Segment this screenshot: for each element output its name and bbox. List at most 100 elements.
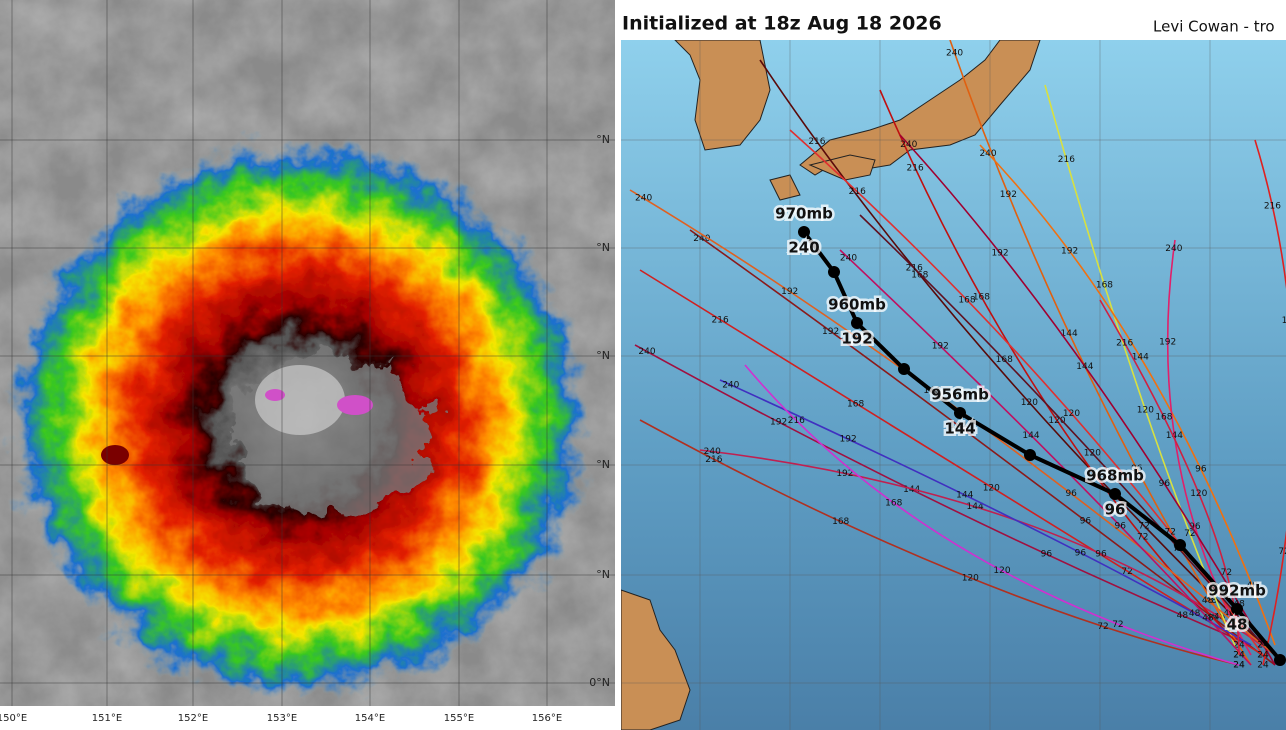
hour-label: 144 xyxy=(944,420,975,438)
hour-label: 24 xyxy=(1257,651,1269,661)
hour-label: 216 xyxy=(1264,202,1281,212)
lon-label: 150°E xyxy=(0,713,27,724)
hour-label: 240 xyxy=(722,380,739,390)
hour-label: 48 xyxy=(1227,616,1248,634)
hour-label: 192 xyxy=(932,342,949,352)
hour-label: 192 xyxy=(836,469,853,479)
hour-label: 120 xyxy=(1190,489,1207,499)
hour-label: 48 xyxy=(1202,614,1214,624)
lat-label: °N xyxy=(596,458,610,471)
lat-label: °N xyxy=(596,133,610,146)
hour-label: 48 xyxy=(1223,609,1235,619)
hour-label: 96 xyxy=(1195,465,1207,475)
lon-label: 151°E xyxy=(92,713,122,724)
hour-label: 72 xyxy=(1121,567,1132,577)
pressure-label: 970mb xyxy=(775,205,833,223)
hour-label: 216 xyxy=(906,264,923,274)
hour-label: 96 xyxy=(1065,489,1077,499)
hour-label: 192 xyxy=(840,435,857,445)
hour-label: 120 xyxy=(1137,405,1154,415)
member-track xyxy=(639,419,1240,666)
pressure-label: 960mb xyxy=(828,296,886,314)
track-dot xyxy=(1174,539,1186,551)
hour-label: 24 xyxy=(1233,661,1245,671)
hour-label: 192 xyxy=(770,418,787,428)
pressure-label: 956mb xyxy=(931,386,989,404)
hour-label: 240 xyxy=(693,234,710,244)
hour-label: 240 xyxy=(946,49,963,59)
hour-label: 48 xyxy=(1202,596,1214,606)
track-dot xyxy=(1109,488,1121,500)
hour-label: 96 xyxy=(1075,548,1087,558)
hour-label: 96 xyxy=(1095,549,1107,559)
member-track xyxy=(689,229,1276,666)
hour-label: 192 xyxy=(1061,247,1078,257)
hour-label: 24 xyxy=(1233,661,1245,671)
hour-label: 168 xyxy=(1282,316,1286,326)
hour-label: 168 xyxy=(832,517,849,527)
hour-label: 240 xyxy=(638,347,655,357)
track-dot xyxy=(898,363,910,375)
hour-label: 168 xyxy=(847,400,864,410)
hour-label: 48 xyxy=(1247,581,1259,591)
lat-label: °N xyxy=(596,568,610,581)
hour-label: 72 xyxy=(1165,527,1176,537)
satellite-panel xyxy=(0,0,615,730)
hour-label: 192 xyxy=(781,287,798,297)
hour-label: 144 xyxy=(1166,431,1183,441)
hour-label: 48 xyxy=(1189,609,1201,619)
lon-label: 155°E xyxy=(444,713,474,724)
hour-label: 240 xyxy=(1165,244,1182,254)
hour-label: 240 xyxy=(635,194,652,204)
member-track xyxy=(634,344,1252,646)
hour-label: 168 xyxy=(885,498,902,508)
member-track xyxy=(859,214,1264,646)
hour-label: 216 xyxy=(1058,155,1075,165)
hour-label: 144 xyxy=(1076,362,1093,372)
map-title: Initialized at 18z Aug 18 2026 xyxy=(622,13,942,35)
lon-label: 153°E xyxy=(267,713,297,724)
hour-label: 24 xyxy=(1257,651,1269,661)
hour-label: 216 xyxy=(1116,339,1133,349)
hour-label: 240 xyxy=(840,254,857,264)
member-track xyxy=(899,134,1276,666)
hour-label: 216 xyxy=(712,315,729,325)
lat-label: °N xyxy=(596,241,610,254)
hour-label: 168 xyxy=(1155,413,1172,423)
hour-label: 216 xyxy=(808,137,825,147)
hour-label: 72 xyxy=(1097,622,1108,632)
hour-label: 24 xyxy=(1257,641,1269,651)
track-dot xyxy=(798,226,810,238)
hour-label: 216 xyxy=(705,455,722,465)
member-track xyxy=(1166,239,1252,656)
hour-label: 96 xyxy=(1189,522,1201,532)
hour-label: 216 xyxy=(788,416,805,426)
hour-label: 24 xyxy=(1233,651,1245,661)
member-track xyxy=(1254,139,1286,666)
hour-label: 72 xyxy=(1137,532,1148,542)
member-track xyxy=(839,249,1252,666)
member-track xyxy=(719,379,1252,646)
hour-label: 144 xyxy=(956,490,973,500)
hour-label: 120 xyxy=(1048,416,1065,426)
hour-label: 144 xyxy=(1022,431,1039,441)
hour-label: 144 xyxy=(1061,329,1078,339)
hour-label: 24 xyxy=(1257,661,1269,671)
hour-label: 240 xyxy=(704,447,721,457)
hour-label: 120 xyxy=(983,483,1000,493)
hour-label: 192 xyxy=(991,248,1008,258)
member-track xyxy=(759,59,1264,646)
member-track xyxy=(639,269,1264,656)
member-track xyxy=(1099,299,1240,656)
hour-label: 144 xyxy=(950,421,967,431)
track-dot xyxy=(828,266,840,278)
hour-label: 120 xyxy=(962,573,979,583)
hour-label: 144 xyxy=(903,485,920,495)
hour-label: 96 xyxy=(1041,550,1053,560)
hour-label: 120 xyxy=(1084,449,1101,459)
hour-label: 96 xyxy=(1080,516,1092,526)
hour-label: 192 xyxy=(1000,190,1017,200)
hour-label: 168 xyxy=(1096,281,1113,291)
hour-label: 96 xyxy=(1159,479,1171,489)
hour-label: 144 xyxy=(967,502,984,512)
